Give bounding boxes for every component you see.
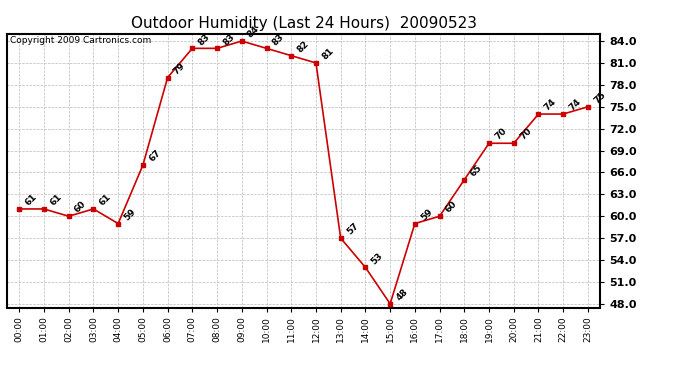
Text: 79: 79 xyxy=(172,61,187,76)
Text: 84: 84 xyxy=(246,24,262,40)
Text: 83: 83 xyxy=(270,32,286,47)
Text: 67: 67 xyxy=(147,148,162,164)
Text: 82: 82 xyxy=(295,39,310,54)
Text: 59: 59 xyxy=(419,207,434,222)
Text: 83: 83 xyxy=(197,32,212,47)
Title: Outdoor Humidity (Last 24 Hours)  20090523: Outdoor Humidity (Last 24 Hours) 2009052… xyxy=(130,16,477,31)
Text: 61: 61 xyxy=(23,192,39,207)
Text: 70: 70 xyxy=(518,127,533,142)
Text: 83: 83 xyxy=(221,32,237,47)
Text: 70: 70 xyxy=(493,127,509,142)
Text: 61: 61 xyxy=(97,192,112,207)
Text: 60: 60 xyxy=(444,200,459,215)
Text: 53: 53 xyxy=(370,251,385,266)
Text: 65: 65 xyxy=(469,163,484,178)
Text: Copyright 2009 Cartronics.com: Copyright 2009 Cartronics.com xyxy=(10,36,151,45)
Text: 60: 60 xyxy=(73,200,88,215)
Text: 61: 61 xyxy=(48,192,63,207)
Text: 59: 59 xyxy=(122,207,137,222)
Text: 81: 81 xyxy=(320,46,335,62)
Text: 74: 74 xyxy=(542,97,558,112)
Text: 74: 74 xyxy=(567,97,583,112)
Text: 75: 75 xyxy=(592,90,607,105)
Text: 48: 48 xyxy=(394,287,410,303)
Text: 57: 57 xyxy=(345,222,360,237)
